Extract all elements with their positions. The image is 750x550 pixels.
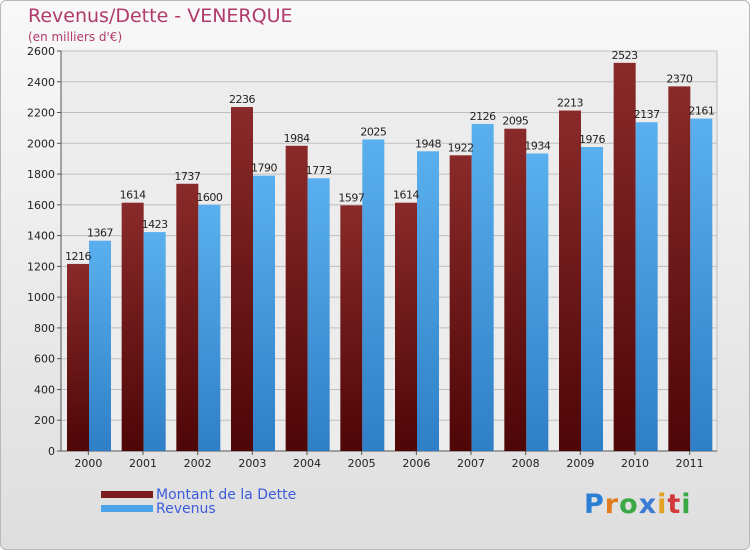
data-label-dette: 2095 bbox=[502, 115, 528, 128]
y-tick-label: 1800 bbox=[27, 168, 55, 181]
bar-revenus bbox=[690, 118, 713, 452]
bar-revenus bbox=[89, 240, 111, 451]
data-label-dette: 1216 bbox=[65, 250, 91, 263]
data-label-dette: 2213 bbox=[557, 97, 583, 110]
data-label-revenus: 2025 bbox=[360, 125, 386, 138]
bar-revenus bbox=[526, 153, 549, 451]
data-label-dette: 2370 bbox=[666, 72, 692, 85]
bar-dette bbox=[285, 145, 308, 451]
data-label-revenus: 1367 bbox=[87, 227, 113, 240]
data-label-dette: 1614 bbox=[393, 189, 419, 202]
x-tick-label: 2007 bbox=[457, 457, 485, 470]
x-tick-label: 2011 bbox=[676, 457, 704, 470]
data-label-revenus: 1976 bbox=[579, 133, 605, 146]
bar-revenus bbox=[362, 139, 385, 451]
data-label-revenus: 1423 bbox=[142, 218, 168, 231]
data-label-dette: 1614 bbox=[120, 189, 146, 202]
legend-label-dette: Montant de la Dette bbox=[156, 487, 297, 503]
bar-dette bbox=[613, 62, 636, 451]
bar-dette bbox=[231, 107, 253, 451]
x-tick-label: 2004 bbox=[293, 457, 321, 470]
bar-dette bbox=[449, 155, 472, 452]
bar-revenus bbox=[307, 178, 330, 451]
y-tick-label: 200 bbox=[34, 414, 55, 427]
x-tick-label: 2002 bbox=[184, 457, 212, 470]
data-label-revenus: 1948 bbox=[415, 137, 441, 150]
bar-dette bbox=[176, 183, 199, 451]
data-label-dette: 1922 bbox=[448, 141, 474, 154]
plot-area bbox=[60, 50, 718, 452]
data-label-dette: 1984 bbox=[284, 132, 310, 145]
x-tick-label: 2001 bbox=[129, 457, 157, 470]
bar-revenus bbox=[143, 232, 166, 451]
y-tick-label: 1600 bbox=[27, 199, 55, 212]
data-label-revenus: 1790 bbox=[251, 162, 277, 175]
bar-dette bbox=[504, 128, 527, 451]
y-tick-label: 800 bbox=[34, 322, 55, 335]
data-label-revenus: 2161 bbox=[688, 105, 714, 118]
y-tick-label: 2600 bbox=[27, 45, 55, 58]
bar-dette bbox=[67, 263, 89, 451]
data-label-revenus: 1600 bbox=[196, 191, 222, 204]
data-label-revenus: 2137 bbox=[634, 108, 660, 121]
y-tick-label: 400 bbox=[34, 383, 55, 396]
bar-revenus bbox=[581, 147, 603, 451]
y-tick-label: 2200 bbox=[27, 107, 55, 120]
y-tick-label: 600 bbox=[34, 353, 55, 366]
x-tick-label: 2000 bbox=[74, 457, 102, 470]
bar-dette bbox=[668, 86, 691, 451]
bar-revenus bbox=[471, 123, 494, 451]
y-tick-label: 2400 bbox=[27, 76, 55, 89]
legend-item-dette: Montant de la Dette bbox=[101, 487, 361, 504]
y-tick-label: 1000 bbox=[27, 291, 55, 304]
y-tick-label: 0 bbox=[48, 445, 55, 458]
bar-revenus bbox=[635, 122, 658, 451]
y-tick-label: 1200 bbox=[27, 260, 55, 273]
bar-dette bbox=[340, 205, 363, 451]
data-label-dette: 2523 bbox=[612, 49, 638, 62]
chart-title: Revenus/Dette - VENERQUE bbox=[28, 5, 293, 27]
data-label-dette: 1737 bbox=[174, 170, 200, 183]
bar-dette bbox=[559, 110, 581, 452]
legend-swatch-revenus bbox=[101, 505, 153, 512]
bar-dette bbox=[395, 202, 417, 451]
bar-dette bbox=[121, 202, 144, 451]
chart-subtitle: (en milliers d'€) bbox=[28, 30, 123, 44]
x-tick-label: 2008 bbox=[512, 457, 540, 470]
x-tick-label: 2005 bbox=[348, 457, 376, 470]
x-tick-label: 2003 bbox=[238, 457, 266, 470]
data-label-dette: 1597 bbox=[338, 191, 364, 204]
bar-chart: 0 200 400 600 800 1000 1200 1400 1600 1800 2000 220… bbox=[27, 45, 718, 470]
data-label-revenus: 1773 bbox=[306, 164, 332, 177]
x-tick-label: 2010 bbox=[621, 457, 649, 470]
bar-revenus bbox=[253, 175, 275, 451]
data-label-revenus: 2126 bbox=[470, 110, 496, 123]
x-tick-label: 2009 bbox=[566, 457, 594, 470]
bar-revenus bbox=[198, 204, 221, 451]
proxiti-logo: Proxiti bbox=[584, 489, 692, 520]
x-tick-label: 2006 bbox=[402, 457, 430, 470]
data-label-revenus: 1934 bbox=[524, 139, 550, 152]
y-tick-label: 1400 bbox=[27, 230, 55, 243]
data-label-dette: 2236 bbox=[229, 93, 255, 106]
legend-item-revenus: Revenus bbox=[101, 501, 361, 518]
legend-swatch-dette bbox=[101, 491, 153, 498]
bar-revenus bbox=[417, 151, 439, 452]
y-tick-label: 2000 bbox=[27, 137, 55, 150]
legend-label-revenus: Revenus bbox=[156, 501, 216, 517]
